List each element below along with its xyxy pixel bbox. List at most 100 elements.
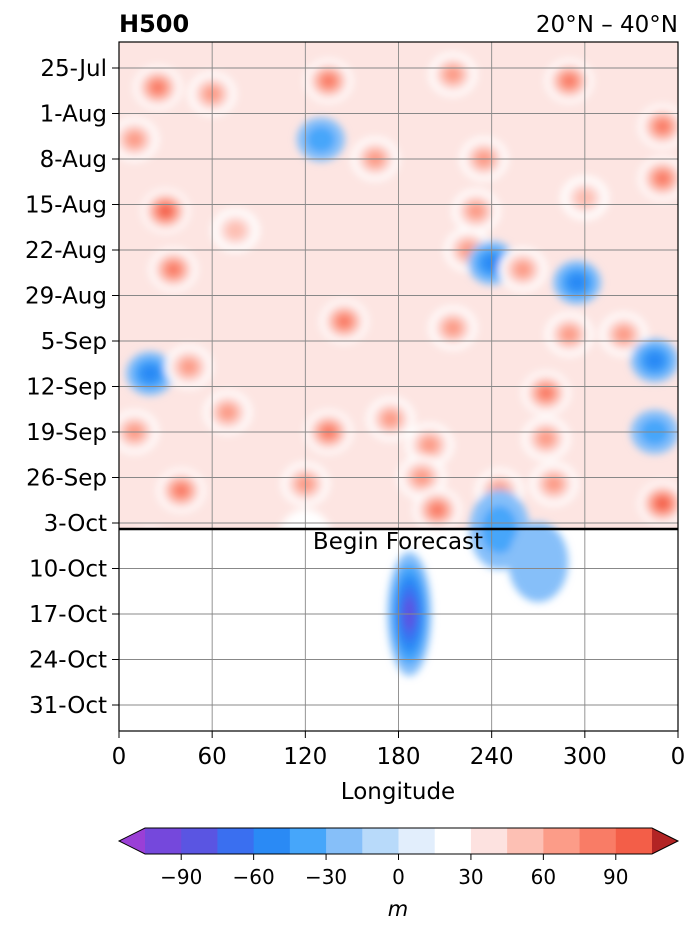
colorbar-segment: [362, 828, 400, 854]
anomaly-contour-level: [174, 484, 188, 497]
begin-forecast-label: Begin Forecast: [313, 529, 483, 555]
colorbar-outline: [117, 827, 680, 855]
anomaly-contour-level: [562, 75, 576, 87]
x-tick-label: 0: [671, 744, 686, 770]
y-tick-label: 3-Oct: [44, 511, 107, 537]
anomaly-feature: [119, 117, 159, 162]
anomaly-contour-level: [655, 120, 669, 133]
anomaly-contour-level: [566, 273, 588, 292]
anomaly-contour-level: [615, 327, 632, 342]
colorbar-segment: [253, 828, 291, 854]
anomaly-feature: [211, 208, 260, 253]
anomaly-contour-level: [166, 263, 180, 276]
y-axis: 25-Jul 1-Aug 8-Aug 15-Aug 22-Aug 29-Aug 5-Sep 1…: [25, 56, 119, 719]
anomaly-contour-level: [160, 205, 172, 217]
x-axis-label: Longitude: [341, 779, 455, 805]
anomaly-feature: [133, 65, 182, 110]
anomaly-contour-level: [655, 172, 669, 185]
anomaly-contour-level: [430, 504, 444, 516]
colorbar-segment: [145, 828, 182, 854]
grid-lines: [119, 42, 678, 731]
colorbar-tick-label: −60: [233, 865, 275, 889]
anomaly-contour-level: [180, 359, 197, 375]
y-tick-label: 5-Sep: [41, 329, 107, 355]
colorbar-segment: [434, 828, 472, 854]
anomaly-contour-level: [538, 431, 555, 446]
anomaly-contour-level: [444, 320, 461, 336]
y-tick-label: 31-Oct: [29, 693, 107, 719]
anomaly-feature: [508, 522, 569, 602]
colorbar-segment: [217, 828, 255, 854]
colorbar-tick-label: 30: [458, 865, 483, 889]
anomaly-contour-level: [306, 126, 336, 153]
anomaly-feature: [149, 247, 198, 292]
colorbar-tick-label: −30: [305, 865, 347, 889]
anomaly-feature: [428, 306, 477, 350]
colorbar: −90 −60 −30 0 30 60 90: [117, 827, 680, 889]
chart-title-left: H500: [119, 10, 189, 38]
anomaly-contour-level: [421, 437, 438, 453]
anomaly-contour-level: [539, 387, 553, 399]
y-tick-label: 19-Sep: [26, 420, 107, 446]
anomaly-contour-level: [508, 522, 569, 602]
y-tick-label: 22-Aug: [25, 238, 107, 264]
anomaly-contour-level: [561, 327, 578, 342]
anomaly-contour-level: [444, 67, 461, 82]
y-tick-label: 10-Oct: [29, 557, 107, 583]
anomaly-feature: [141, 189, 190, 233]
colorbar-label: m: [388, 897, 408, 921]
anomaly-feature: [529, 462, 578, 506]
anomaly-feature: [477, 639, 538, 719]
anomaly-feature: [522, 371, 571, 415]
anomaly-feature: [545, 59, 594, 103]
anomaly-feature: [553, 260, 602, 305]
anomaly-feature: [157, 468, 206, 513]
anomaly-feature: [630, 338, 678, 383]
chart-title-right: 20°N – 40°N: [536, 12, 678, 38]
x-tick-label: 180: [377, 744, 421, 770]
colorbar-tick-label: 90: [603, 865, 628, 889]
anomaly-contour-level: [644, 351, 666, 370]
colorbar-segment: [615, 828, 653, 854]
colorbar-tick-label: −90: [160, 865, 202, 889]
heatmap-plot-area: [119, 42, 678, 731]
y-tick-label: 26-Sep: [26, 466, 107, 492]
anomaly-contour-level: [322, 75, 336, 87]
anomaly-feature: [638, 156, 678, 201]
colorbar-segment: [398, 828, 436, 854]
y-tick-label: 25-Jul: [40, 56, 107, 82]
anomaly-feature: [405, 423, 454, 467]
anomaly-contour-level: [514, 262, 531, 277]
anomaly-feature: [498, 247, 547, 292]
anomaly-contour-level: [337, 315, 351, 328]
anomaly-contour-level: [545, 476, 562, 492]
x-tick-label: 0: [112, 744, 127, 770]
y-tick-label: 8-Aug: [40, 147, 107, 173]
anomaly-contour-level: [468, 203, 485, 219]
colorbar-segment: [579, 828, 617, 854]
anomaly-feature: [413, 488, 462, 532]
anomaly-contour-level: [219, 405, 236, 420]
colorbar-min-extend: [119, 828, 145, 854]
anomaly-feature: [164, 345, 213, 389]
colorbar-segment: [470, 828, 508, 854]
anomaly-feature: [296, 117, 345, 162]
x-tick-label: 300: [563, 744, 607, 770]
anomaly-contour-level: [477, 639, 538, 719]
colorbar-segment: [543, 828, 581, 854]
anomaly-feature: [522, 416, 571, 461]
anomaly-contour-level: [225, 221, 246, 240]
y-tick-label: 17-Oct: [29, 602, 107, 628]
y-tick-label: 12-Sep: [26, 375, 107, 401]
anomaly-feature: [428, 52, 477, 97]
x-tick-label: 240: [470, 744, 514, 770]
anomaly-contour-level: [382, 411, 399, 427]
x-tick-label: 60: [198, 744, 227, 770]
y-tick-label: 1-Aug: [40, 102, 107, 128]
anomaly-feature: [366, 397, 415, 441]
anomaly-feature: [638, 104, 678, 149]
anomaly-contour-level: [139, 364, 161, 383]
colorbar-segment: [507, 828, 544, 854]
y-tick-label: 29-Aug: [25, 284, 107, 310]
